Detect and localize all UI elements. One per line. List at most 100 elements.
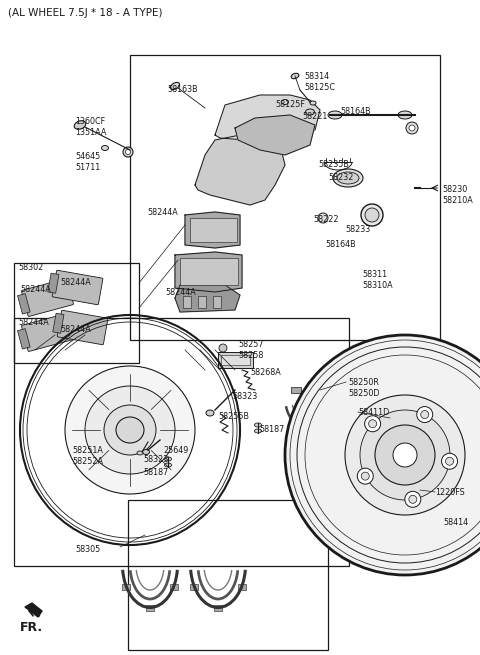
Text: 58251A: 58251A — [72, 446, 103, 455]
Text: FR.: FR. — [20, 621, 43, 634]
Circle shape — [369, 420, 377, 428]
Bar — [198, 296, 206, 308]
Ellipse shape — [281, 100, 288, 105]
Text: 58250R: 58250R — [348, 378, 379, 387]
Ellipse shape — [170, 83, 180, 90]
Polygon shape — [185, 212, 240, 248]
Text: 58411D: 58411D — [358, 408, 389, 417]
Bar — [17, 329, 30, 349]
Polygon shape — [235, 115, 315, 155]
Ellipse shape — [74, 121, 86, 129]
Text: 58244A: 58244A — [165, 288, 196, 297]
Text: 58311: 58311 — [362, 270, 387, 279]
Bar — [190, 584, 198, 590]
Ellipse shape — [328, 111, 342, 119]
Ellipse shape — [85, 386, 175, 474]
Bar — [122, 584, 130, 590]
Circle shape — [365, 416, 381, 432]
Circle shape — [360, 410, 450, 500]
Text: 58414: 58414 — [443, 518, 468, 527]
Ellipse shape — [143, 449, 149, 455]
Bar — [326, 423, 336, 429]
Circle shape — [361, 472, 369, 480]
Text: 58314: 58314 — [304, 72, 329, 81]
Bar — [218, 352, 253, 368]
Circle shape — [421, 411, 429, 419]
Bar — [130, 55, 440, 340]
Text: 58187: 58187 — [259, 425, 284, 434]
Bar — [183, 296, 191, 308]
Ellipse shape — [254, 429, 262, 433]
Text: 58323: 58323 — [143, 455, 168, 464]
Ellipse shape — [365, 208, 379, 222]
Circle shape — [345, 395, 465, 515]
Bar — [326, 397, 336, 403]
Text: 58302: 58302 — [18, 263, 43, 272]
Bar — [14, 263, 139, 363]
Text: 1220FS: 1220FS — [435, 488, 465, 497]
Ellipse shape — [137, 451, 143, 455]
Polygon shape — [25, 603, 42, 617]
Bar — [170, 584, 178, 590]
Text: 54645: 54645 — [75, 152, 100, 161]
Text: 58244A: 58244A — [20, 285, 51, 294]
Text: 58255B: 58255B — [218, 412, 249, 421]
Text: 51711: 51711 — [75, 163, 100, 172]
Text: 58163B: 58163B — [167, 85, 198, 94]
Text: 58244A: 58244A — [60, 278, 91, 287]
Circle shape — [393, 443, 417, 467]
Text: 58221: 58221 — [302, 112, 327, 121]
Bar — [221, 355, 250, 365]
Ellipse shape — [291, 73, 299, 79]
Text: 58268A: 58268A — [250, 368, 281, 377]
Text: 58164B: 58164B — [340, 107, 371, 116]
Polygon shape — [175, 252, 242, 292]
Ellipse shape — [409, 125, 415, 131]
Bar — [14, 318, 349, 566]
Circle shape — [285, 335, 480, 575]
Text: 58310A: 58310A — [362, 281, 393, 290]
Text: 58125C: 58125C — [304, 83, 335, 92]
Ellipse shape — [116, 417, 144, 443]
Bar — [146, 605, 154, 611]
Circle shape — [442, 453, 457, 469]
Ellipse shape — [337, 172, 359, 184]
Text: 58258: 58258 — [238, 351, 264, 360]
Bar — [238, 584, 246, 590]
Text: 58244A: 58244A — [60, 325, 91, 334]
Ellipse shape — [123, 147, 133, 157]
Text: 58235B: 58235B — [318, 160, 349, 169]
Text: 1360CF: 1360CF — [75, 117, 105, 126]
Text: (AL WHEEL 7.5J * 18 - A TYPE): (AL WHEEL 7.5J * 18 - A TYPE) — [8, 8, 163, 18]
Circle shape — [405, 491, 421, 508]
Bar — [53, 313, 64, 333]
Text: 58125F: 58125F — [275, 100, 305, 109]
Bar — [160, 443, 178, 453]
Ellipse shape — [254, 423, 262, 427]
Circle shape — [318, 213, 328, 223]
Ellipse shape — [333, 169, 363, 187]
Ellipse shape — [101, 145, 108, 151]
Ellipse shape — [65, 366, 195, 494]
Text: 58252A: 58252A — [72, 457, 103, 466]
Bar — [128, 500, 328, 650]
Ellipse shape — [398, 111, 412, 119]
Polygon shape — [215, 95, 320, 140]
Polygon shape — [195, 135, 285, 205]
Bar — [291, 387, 301, 393]
Text: 25649: 25649 — [163, 446, 188, 455]
Circle shape — [445, 457, 454, 465]
Bar — [48, 273, 59, 293]
Text: 58210A: 58210A — [442, 196, 473, 205]
Text: 58230: 58230 — [442, 185, 467, 194]
Ellipse shape — [104, 405, 156, 455]
Text: 58232: 58232 — [328, 173, 353, 182]
FancyBboxPatch shape — [52, 271, 103, 305]
Text: 58244A: 58244A — [18, 318, 49, 327]
Text: 58305: 58305 — [75, 545, 100, 554]
Bar — [17, 293, 30, 314]
Text: 58244A: 58244A — [147, 208, 178, 217]
Bar — [291, 413, 301, 419]
Text: 58233: 58233 — [345, 225, 370, 234]
Polygon shape — [175, 285, 240, 312]
